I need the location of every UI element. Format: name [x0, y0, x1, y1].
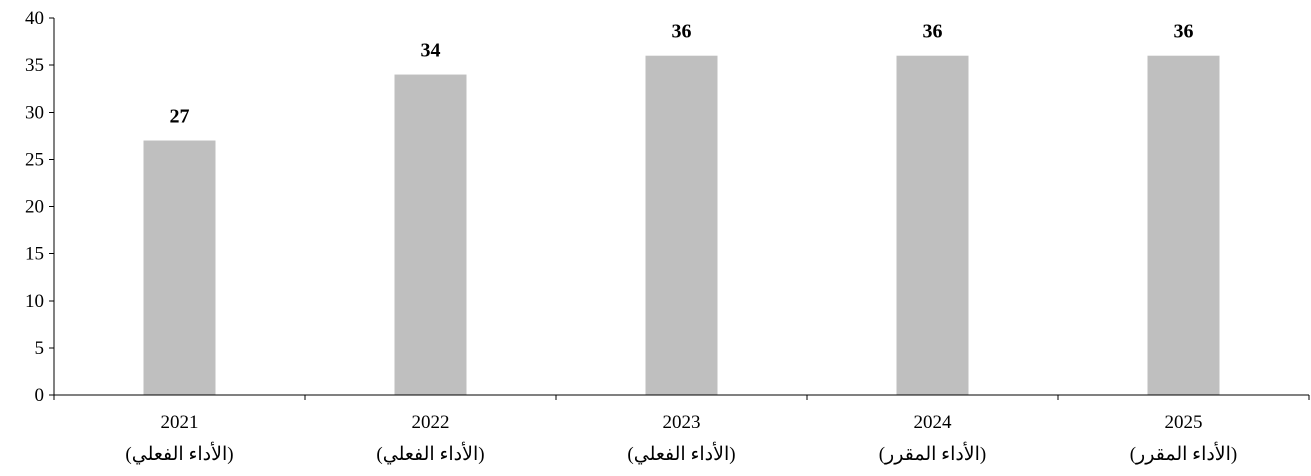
y-tick-label-30: 30 [25, 102, 44, 123]
x-tick-label-2023: 2023 [663, 412, 701, 433]
y-tick-label-25: 25 [25, 149, 44, 170]
data-label-2022: 34 [421, 40, 441, 62]
x-tick-sublabel-2025: (الأداء المقرر) [1130, 441, 1238, 465]
x-tick-label-2024: 2024 [914, 412, 953, 433]
x-axis-ticks: 2021 (الأداء الفعلي) 2022 (الأداء الفعلي) 20… [53, 395, 1310, 465]
x-tick-label-2025: 2025 [1165, 412, 1203, 433]
y-tick-label-15: 15 [25, 244, 44, 265]
data-label-2021: 27 [170, 106, 190, 128]
y-tick-label-40: 40 [25, 8, 44, 29]
bar-2021 [143, 140, 216, 395]
data-labels: 27 34 36 36 36 [170, 21, 1194, 128]
y-tick-label-20: 20 [25, 197, 44, 218]
y-axis-ticks: 0 5 10 15 20 25 30 35 40 [25, 8, 54, 406]
x-tick-sublabel-2022: (الأداء الفعلي) [376, 441, 484, 465]
y-tick-label-5: 5 [35, 338, 45, 359]
y-tick-label-0: 0 [35, 385, 45, 406]
x-tick-label-2022: 2022 [412, 412, 450, 433]
x-tick-sublabel-2023: (الأداء الفعلي) [627, 441, 735, 465]
bar-2025 [1147, 55, 1220, 395]
y-tick-label-10: 10 [25, 291, 44, 312]
bar-2023 [645, 55, 718, 395]
bar-2024 [896, 55, 969, 395]
data-label-2025: 36 [1174, 21, 1194, 43]
x-tick-sublabel-2021: (الأداء الفعلي) [125, 441, 233, 465]
x-tick-label-2021: 2021 [161, 412, 199, 433]
bar-2022 [394, 74, 467, 396]
y-tick-label-35: 35 [25, 55, 44, 76]
data-label-2024: 36 [923, 21, 943, 43]
bars [143, 55, 1220, 396]
x-tick-sublabel-2024: (الأداء المقرر) [879, 441, 987, 465]
data-label-2023: 36 [672, 21, 692, 43]
